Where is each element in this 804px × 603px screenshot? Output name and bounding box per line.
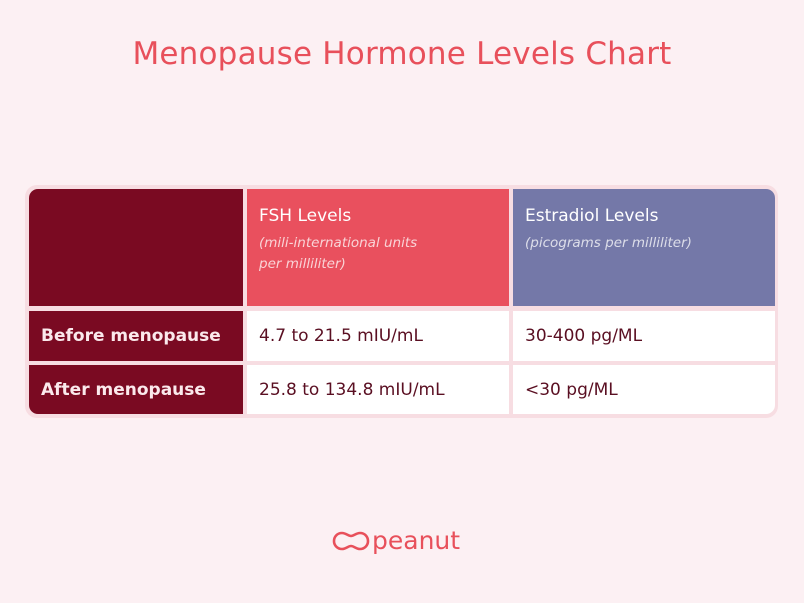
peanut-logo: peanut [332,526,460,555]
corner-cell [29,189,243,306]
estradiol-header: Estradiol Levels (picograms per millilit… [513,189,775,306]
table-cell-estradiol: 30-400 pg/ML [513,311,775,361]
table-cell-fsh: 25.8 to 134.8 mIU/mL [247,365,509,414]
estradiol-header-label: Estradiol Levels [525,206,659,226]
row-label: Before menopause [29,311,243,361]
hormone-table: FSH Levels (mili-international units per… [25,185,778,418]
fsh-header-label: FSH Levels [259,206,352,226]
fsh-header: FSH Levels (mili-international units per… [247,189,509,306]
estradiol-header-unit: (picograms per milliliter) [525,235,692,251]
fsh-header-unit: (mili-international units per milliliter… [259,235,418,272]
table-cell-fsh: 4.7 to 21.5 mIU/mL [247,311,509,361]
page-title: Menopause Hormone Levels Chart [132,36,672,72]
peanut-icon [332,531,370,550]
table-cell-estradiol: <30 pg/ML [513,365,775,414]
logo-text: peanut [372,526,461,555]
row-label: After menopause [29,365,243,414]
